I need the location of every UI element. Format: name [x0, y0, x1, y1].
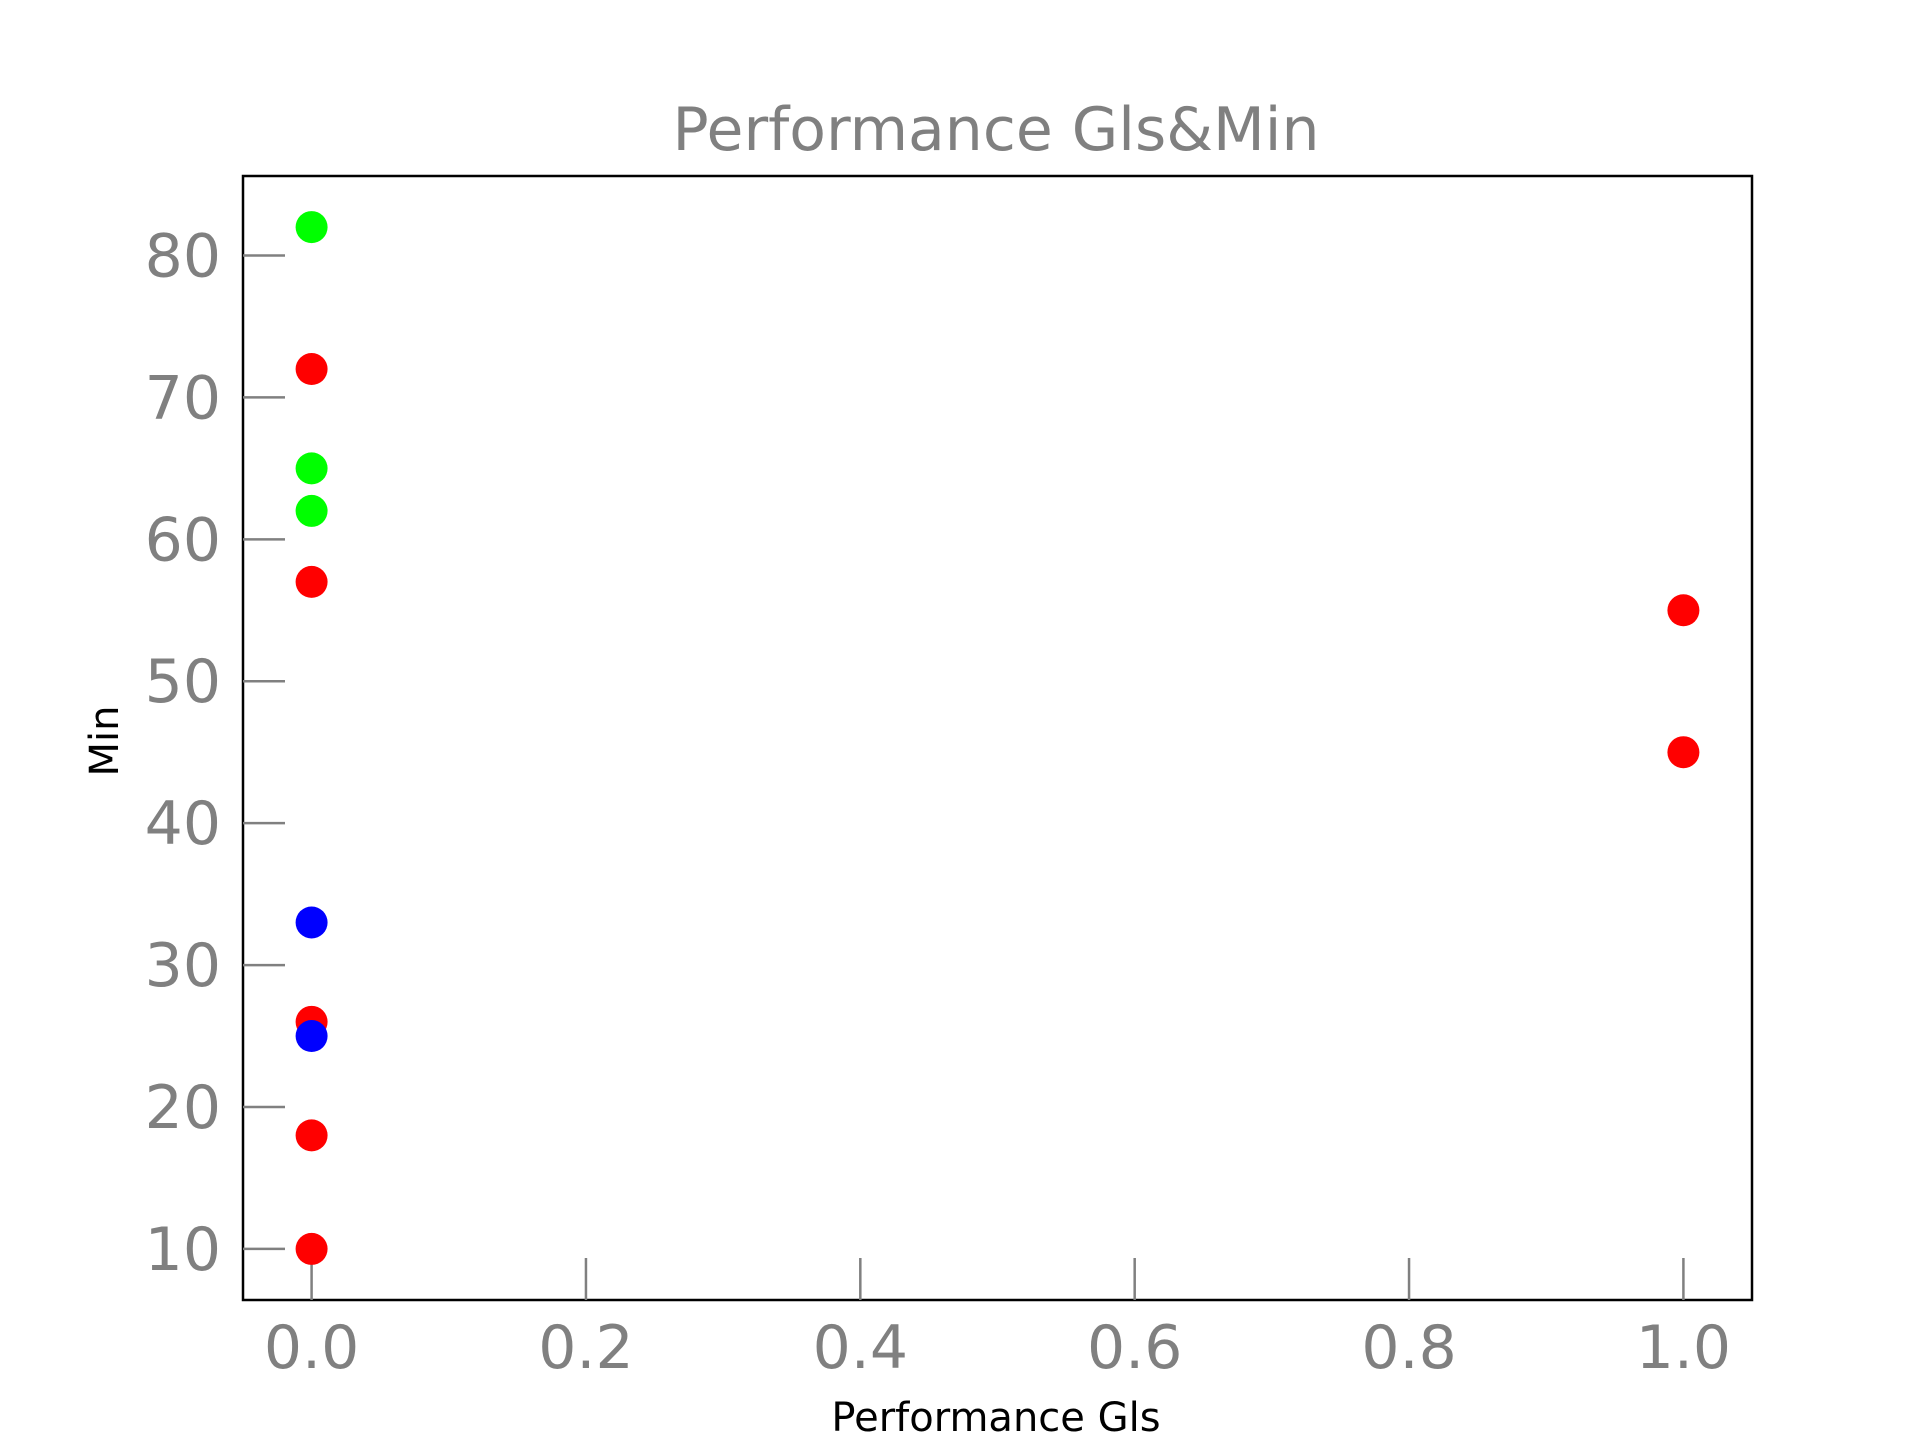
x-tick-label: 0.8 — [1361, 1313, 1456, 1383]
x-tick-label: 0.6 — [1087, 1313, 1182, 1383]
scatter-point — [295, 565, 328, 598]
scatter-point — [1667, 736, 1700, 769]
x-tick-label: 1.0 — [1636, 1313, 1731, 1383]
scatter-point — [295, 211, 328, 244]
y-axis-ticks: 10 20 30 40 50 60 70 80 — [145, 221, 285, 1285]
scatter-point — [295, 906, 328, 939]
x-tick-label: 0.4 — [813, 1313, 908, 1383]
scatter-point — [295, 1119, 328, 1152]
scatter-points — [295, 211, 1700, 1265]
x-axis-ticks: 0.0 0.2 0.4 0.6 0.8 1.0 — [264, 1258, 1731, 1383]
y-tick-label: 50 — [145, 647, 221, 717]
y-tick-label: 20 — [145, 1073, 221, 1143]
plot-area — [241, 174, 1754, 1302]
scatter-point — [295, 494, 328, 527]
y-tick-label: 80 — [145, 221, 221, 291]
y-tick-label: 30 — [145, 931, 221, 1001]
scatter-point — [295, 1020, 328, 1053]
chart-title: Performance Gls&Min — [673, 95, 1320, 165]
y-tick-label: 70 — [145, 363, 221, 433]
scatter-point — [295, 452, 328, 485]
y-tick-label: 60 — [145, 505, 221, 575]
scatter-point — [295, 1232, 328, 1265]
scatter-point — [295, 353, 328, 386]
y-axis-label: Min — [82, 706, 128, 777]
x-axis-label: Performance Gls — [831, 1395, 1160, 1440]
scatter-point — [1667, 594, 1700, 627]
y-tick-label: 10 — [145, 1215, 221, 1285]
x-tick-label: 0.2 — [538, 1313, 633, 1383]
x-tick-label: 0.0 — [264, 1313, 359, 1383]
y-tick-label: 40 — [145, 789, 221, 859]
